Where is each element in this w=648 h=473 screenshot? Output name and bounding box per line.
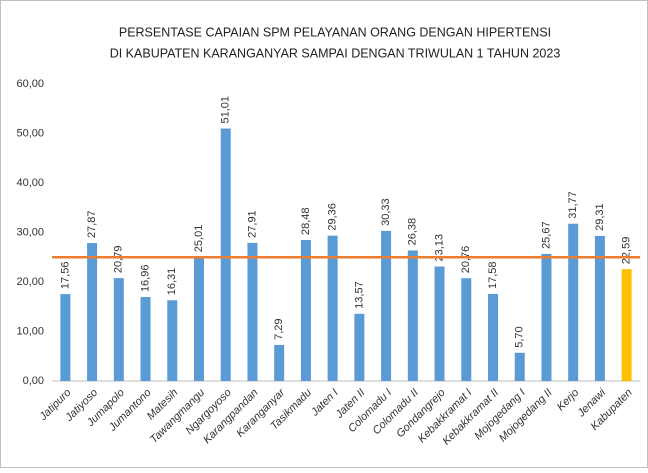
value-label: 13,57 <box>353 281 365 309</box>
bar <box>434 266 445 381</box>
value-label: 17,56 <box>59 262 71 290</box>
value-label: 23,13 <box>433 234 445 262</box>
value-label: 27,87 <box>86 211 98 239</box>
value-label: 31,77 <box>567 191 579 219</box>
value-label: 30,33 <box>380 198 392 226</box>
value-label: 5,70 <box>514 326 526 347</box>
value-label: 28,48 <box>300 207 312 235</box>
bar <box>327 235 338 381</box>
chart-title: PERSENTASE CAPAIAN SPM PELAYANAN ORANG D… <box>119 25 551 39</box>
bar <box>274 344 285 381</box>
value-label: 25,01 <box>193 225 205 253</box>
y-tick-label: 10,00 <box>16 325 44 337</box>
bar <box>113 278 124 381</box>
value-label: 16,96 <box>139 265 151 293</box>
bar <box>220 128 231 381</box>
value-label: 29,31 <box>594 203 606 231</box>
value-label: 16,31 <box>166 268 178 296</box>
bar <box>354 313 365 381</box>
bar <box>87 243 98 381</box>
value-label: 27,91 <box>246 210 258 238</box>
value-label: 7,29 <box>273 318 285 339</box>
value-label: 22,59 <box>621 237 633 265</box>
y-tick-label: 40,00 <box>16 177 44 189</box>
bar <box>568 223 579 381</box>
bar <box>247 242 258 381</box>
bar <box>167 300 178 381</box>
bar <box>194 257 204 381</box>
value-label: 26,38 <box>407 218 419 246</box>
value-label: 51,01 <box>220 96 232 124</box>
y-tick-label: 60,00 <box>16 78 44 90</box>
bar <box>621 269 632 381</box>
bar <box>300 240 311 381</box>
bar <box>381 230 392 381</box>
y-tick-label: 30,00 <box>16 226 44 238</box>
bar <box>60 294 71 381</box>
bar <box>541 253 552 381</box>
bar <box>594 235 605 381</box>
y-tick-label: 50,00 <box>16 127 44 139</box>
value-label: 17,58 <box>487 261 499 289</box>
bar <box>140 297 151 381</box>
y-tick-label: 20,00 <box>16 276 44 288</box>
bar <box>407 250 418 381</box>
bar <box>514 352 525 381</box>
value-label: 29,36 <box>327 203 339 231</box>
value-label: 20,79 <box>113 246 125 274</box>
bar <box>488 293 498 381</box>
chart-title: DI KABUPATEN KARANGANYAR SAMPAI DENGAN T… <box>110 46 561 60</box>
value-label: 25,67 <box>540 221 552 249</box>
value-label: 20,76 <box>460 246 472 274</box>
bar <box>461 278 472 381</box>
y-tick-label: 0,00 <box>23 375 44 387</box>
